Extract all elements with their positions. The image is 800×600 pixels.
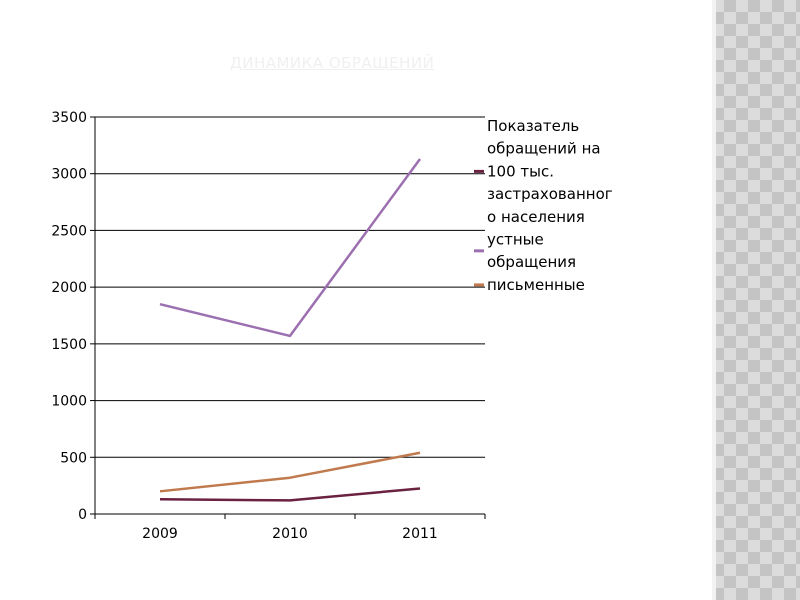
x-tick-label: 2011	[402, 526, 438, 542]
y-tick-label: 500	[60, 450, 87, 466]
legend-entry: устные обращения	[487, 231, 576, 272]
y-tick-label: 3000	[51, 167, 87, 183]
chart-grid	[95, 116, 485, 458]
y-tick-label: 2000	[51, 280, 87, 296]
x-tick-label: 2009	[142, 526, 178, 542]
legend-entry: письменные	[487, 276, 585, 294]
x-tick-label: 2010	[272, 526, 308, 542]
y-tick-label: 1500	[51, 337, 87, 353]
chart-series	[159, 158, 422, 502]
chart-legend: Показатель обращений на 100 тыс. застрахова…	[474, 117, 613, 294]
y-axis-ticks: 0 500 1000 1500 2000 2500 3000 3500	[51, 110, 95, 523]
y-tick-label: 3500	[51, 110, 87, 126]
slide-title: ДИНАМИКА ОБРАЩЕНИЙ	[230, 54, 435, 72]
y-tick-label: 0	[78, 507, 87, 523]
legend-entry: Показатель обращений на 100 тыс. застрахова…	[487, 117, 613, 226]
decorative-side-panel	[712, 0, 800, 600]
series-line-1	[159, 487, 421, 502]
chart-axes	[94, 117, 485, 515]
series-line-3	[159, 451, 421, 493]
y-tick-label: 1000	[51, 394, 87, 410]
x-axis-ticks: 2009 2010 2011	[94, 514, 486, 542]
series-line-2	[159, 158, 422, 338]
y-tick-label: 2500	[51, 223, 87, 239]
